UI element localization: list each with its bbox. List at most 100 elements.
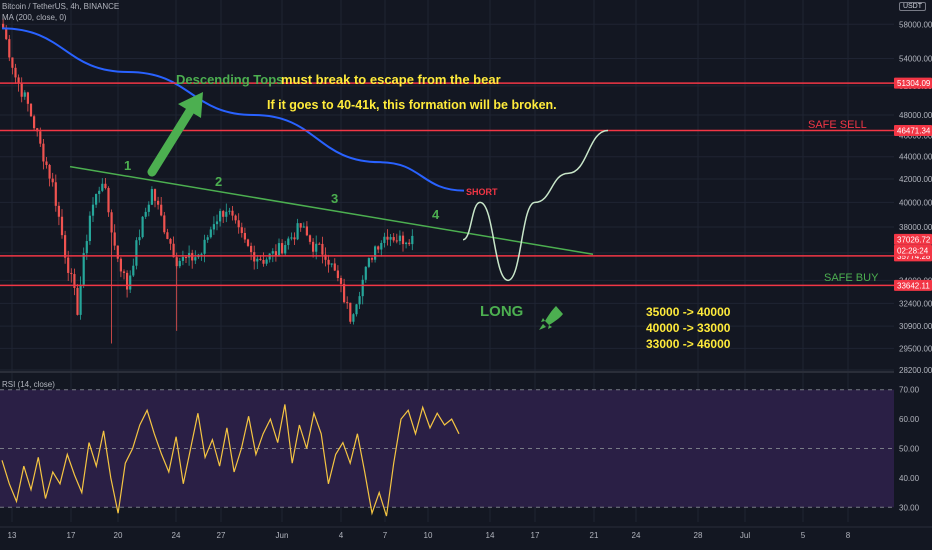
price-tick-13: 29500.00 [899, 344, 932, 353]
time-tick-13: 28 [694, 531, 703, 540]
candle-body-129 [401, 235, 405, 245]
candle-body-30 [95, 193, 98, 205]
rsi-legend[interactable]: RSI (14, close) [2, 380, 55, 389]
rocket-body [545, 306, 563, 325]
candle-body-23 [73, 274, 76, 288]
candle-body-17 [54, 182, 57, 206]
candle-body-99 [308, 235, 312, 242]
price-tick-0: 58000.00 [899, 20, 932, 29]
time-axis[interactable]: 13 17 20 24 27 Jun 4 7 10 14 17 21 24 28 Jul 5 8 [0, 526, 932, 540]
horizontal-levels [0, 82, 894, 287]
candle-body-83 [259, 258, 262, 260]
candles [2, 18, 414, 344]
candle-body-72 [225, 211, 228, 217]
candle-body-119 [370, 258, 374, 260]
candle-body-77 [240, 227, 243, 234]
candle-body-123 [383, 236, 386, 243]
rsi-tick-4: 30.00 [899, 503, 920, 512]
candle-body-78 [243, 233, 246, 240]
candle-body-43 [135, 240, 138, 266]
price-tick-3: 48000.00 [899, 111, 932, 120]
candle-body-29 [91, 204, 95, 216]
rsi-tick-2: 50.00 [899, 445, 920, 454]
candle-body-45 [141, 216, 144, 238]
price-tag-bg-2 [894, 233, 932, 245]
candle-body-120 [374, 246, 377, 260]
candle-body-15 [48, 164, 51, 179]
descending-trend-line [69, 165, 594, 255]
candle-body-79 [246, 239, 250, 246]
price-tag-4: 33642.11 [897, 281, 930, 290]
candle-body-104 [324, 254, 327, 260]
candle-body-75 [234, 215, 237, 221]
symbol-title[interactable]: Bitcoin / TetherUS, 4h, BINANCE [2, 2, 120, 11]
candle-body-89 [277, 243, 281, 257]
candle-body-69 [215, 221, 219, 225]
price-tick-11: 32400.00 [899, 299, 932, 308]
price-tick-5: 44000.00 [899, 153, 932, 162]
candle-body-10 [33, 116, 36, 129]
time-tick-3: 24 [172, 531, 181, 540]
candle-body-57 [178, 260, 181, 267]
candle-body-112 [349, 302, 352, 322]
candle-body-59 [184, 257, 188, 259]
candle-body-106 [330, 263, 333, 265]
candle-body-71 [222, 211, 225, 217]
candle-body-20 [64, 235, 67, 258]
candle-body-127 [395, 240, 398, 242]
ma-legend[interactable]: MA (200, close, 0) [2, 13, 67, 22]
candle-body-5 [17, 77, 20, 84]
price-tick-1: 54000.00 [899, 55, 932, 64]
safe-sell-label: SAFE SELL [808, 119, 867, 131]
candle-body-47 [147, 204, 150, 212]
projection-path [462, 129, 609, 282]
time-tick-8: 10 [424, 531, 433, 540]
candle-body-107 [333, 263, 336, 271]
candle-body-21 [67, 257, 70, 273]
candle-body-0 [2, 23, 5, 29]
candle-body-14 [45, 161, 48, 165]
price-tick-6: 42000.00 [899, 175, 932, 184]
candle-body-91 [284, 245, 287, 254]
arrow-head [178, 92, 203, 118]
candle-body-102 [318, 243, 321, 245]
candle-body-31 [98, 190, 101, 194]
rsi-band [0, 389, 894, 508]
price-tags: 51304.09 46471.34 37026.72 35774.28 33642.11… [894, 77, 932, 291]
candle-body-131 [408, 242, 411, 245]
rocket-flame [539, 324, 546, 330]
countdown-tag-bg [894, 244, 932, 256]
rocket-icon [539, 306, 563, 330]
rsi-axis[interactable]: 70.00 60.00 50.00 40.00 30.00 [899, 386, 920, 513]
candle-body-37 [116, 245, 119, 259]
candle-body-54 [169, 238, 172, 244]
price-tick-8: 38000.00 [899, 223, 932, 232]
candle-body-125 [389, 237, 392, 240]
candle-body-28 [88, 215, 91, 242]
time-tick-0: 13 [8, 531, 17, 540]
price-tag-bg-0 [894, 77, 932, 89]
candle-body-114 [355, 304, 358, 315]
candle-body-109 [339, 278, 343, 284]
price-tick-7: 40000.00 [899, 198, 932, 207]
top-3-label: 3 [331, 191, 339, 206]
time-tick-14: Jul [740, 531, 750, 540]
price-tag-3: 35774.28 [897, 252, 931, 261]
candle-body-111 [346, 302, 349, 304]
rsi-tick-0: 70.00 [899, 386, 920, 395]
candle-body-3 [11, 57, 14, 68]
candle-body-22 [70, 272, 73, 275]
price-tag-2: 37026.72 [897, 235, 931, 244]
currency-badge[interactable]: USDT [898, 2, 926, 11]
top-1-label: 1 [124, 158, 132, 173]
candle-body-132 [411, 235, 414, 245]
price-tag-1: 46471.34 [897, 127, 931, 136]
candle-body-81 [253, 252, 256, 262]
arrow-icon [147, 92, 203, 177]
candle-body-115 [358, 296, 361, 305]
candle-body-118 [367, 258, 370, 267]
candle-body-68 [212, 224, 215, 230]
candle-body-33 [104, 183, 107, 189]
rsi-line [1, 404, 460, 517]
